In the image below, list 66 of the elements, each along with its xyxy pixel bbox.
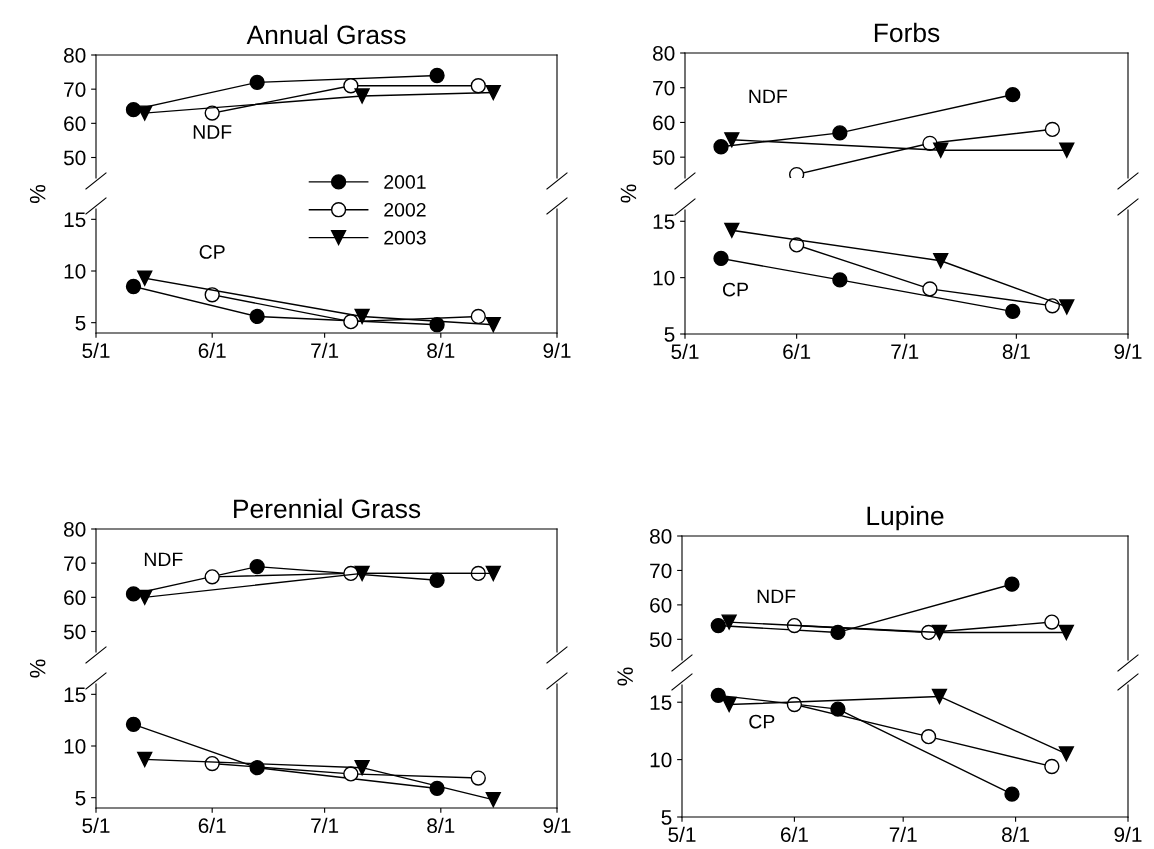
x-tick-label: 5/1 (82, 817, 110, 834)
x-tick-label: 8/1 (427, 342, 455, 359)
x-tick-label: 6/1 (780, 826, 808, 843)
y-tick-label: 80 (650, 529, 672, 544)
x-tick-label: 7/1 (311, 817, 339, 834)
x-tick-label: 6/1 (198, 342, 226, 359)
x-tick-label: 5/1 (671, 343, 699, 360)
y-tick-label: 70 (64, 82, 86, 97)
x-tick-label: 9/1 (1114, 826, 1142, 843)
x-tick-label: 5/1 (668, 826, 696, 843)
x-tick-label: 9/1 (543, 817, 571, 834)
y-tick-label: 15 (650, 695, 672, 710)
annotation: NDF (749, 89, 788, 104)
chart-title: Lupine (867, 505, 944, 531)
x-tick-label: 7/1 (891, 343, 919, 360)
y-tick-label: 10 (650, 752, 672, 768)
x-tick-label: 9/1 (1114, 343, 1142, 360)
x-tick-label: 7/1 (311, 342, 339, 359)
x-tick-label: 8/1 (1002, 343, 1030, 360)
y-tick-label: 15 (653, 214, 675, 230)
y-axis-title: % (617, 667, 633, 686)
y-tick-label: 60 (650, 597, 672, 613)
annotation: NDF (144, 552, 183, 567)
y-tick-label: 10 (64, 739, 86, 754)
y-tick-label: 50 (63, 150, 86, 166)
y-tick-label: 5 (661, 810, 672, 825)
chart-title: Perennial Grass (234, 498, 421, 519)
y-tick-label: 5 (664, 327, 675, 342)
y-tick-label: 60 (64, 116, 86, 132)
y-tick-label: 50 (63, 624, 86, 640)
x-tick-label: 5/1 (82, 342, 110, 359)
annotation: CP (749, 714, 775, 729)
y-tick-label: 10 (64, 264, 86, 279)
y-tick-label: 50 (652, 150, 675, 165)
y-tick-label: 5 (75, 790, 86, 806)
x-tick-label: 9/1 (543, 342, 571, 359)
x-tick-label: 6/1 (198, 817, 226, 834)
y-tick-label: 15 (64, 687, 86, 703)
y-tick-label: 70 (653, 80, 675, 96)
x-tick-label: 8/1 (1002, 826, 1030, 843)
legend-label: 2003 (384, 230, 426, 245)
y-tick-label: 80 (64, 48, 86, 63)
y-tick-label: 5 (75, 315, 86, 331)
annotation: CP (722, 282, 748, 297)
chart-title: Annual Grass (246, 24, 406, 45)
legend-label: 2001 (384, 175, 426, 189)
y-tick-label: 60 (653, 115, 675, 131)
annotation: NDF (193, 125, 232, 139)
y-axis-title: % (29, 659, 46, 678)
x-tick-label: 8/1 (427, 817, 455, 834)
y-tick-label: 60 (64, 590, 86, 606)
y-tick-label: 70 (650, 563, 672, 579)
annotation: NDF (757, 589, 796, 604)
y-axis-title: % (620, 184, 637, 203)
y-tick-label: 50 (649, 632, 672, 648)
y-tick-label: 80 (64, 522, 86, 537)
y-axis-title: % (29, 184, 46, 204)
y-tick-label: 70 (64, 556, 86, 571)
y-tick-label: 15 (64, 212, 86, 228)
chart-title: Forbs (874, 22, 940, 43)
legend-label: 2002 (384, 202, 426, 217)
x-tick-label: 6/1 (783, 343, 811, 360)
annotation: CP (199, 245, 225, 259)
y-tick-label: 80 (653, 46, 675, 61)
x-tick-label: 7/1 (889, 826, 917, 843)
y-tick-label: 10 (653, 270, 675, 286)
